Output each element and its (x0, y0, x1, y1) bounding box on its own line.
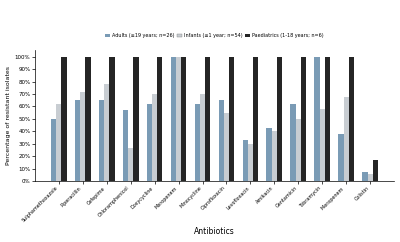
X-axis label: Antibiotics: Antibiotics (194, 227, 235, 236)
Bar (123, 110, 128, 181)
Bar (229, 57, 234, 181)
Bar (51, 119, 56, 181)
Bar (272, 131, 277, 181)
Bar (75, 100, 80, 181)
Bar (171, 57, 176, 181)
Bar (296, 119, 301, 181)
Bar (277, 57, 282, 181)
Bar (99, 100, 104, 181)
Bar (218, 100, 224, 181)
Bar (301, 57, 306, 181)
Bar (157, 57, 162, 181)
Bar (349, 57, 354, 181)
Bar (344, 97, 349, 181)
Bar (147, 104, 152, 181)
Bar (176, 57, 181, 181)
Bar (248, 144, 253, 181)
Bar (373, 160, 378, 181)
Bar (362, 173, 368, 181)
Bar (62, 57, 67, 181)
Bar (194, 104, 200, 181)
Bar (325, 57, 330, 181)
Bar (338, 134, 344, 181)
Bar (109, 57, 114, 181)
Bar (224, 113, 229, 181)
Bar (253, 57, 258, 181)
Bar (133, 57, 138, 181)
Y-axis label: Percentage of resistant isolates: Percentage of resistant isolates (6, 66, 10, 165)
Bar (314, 57, 320, 181)
Bar (205, 57, 210, 181)
Bar (80, 91, 85, 181)
Bar (85, 57, 91, 181)
Bar (104, 84, 109, 181)
Bar (266, 128, 272, 181)
Bar (200, 94, 205, 181)
Bar (368, 174, 373, 181)
Bar (290, 104, 296, 181)
Bar (56, 104, 62, 181)
Bar (181, 57, 186, 181)
Bar (152, 94, 157, 181)
Bar (320, 109, 325, 181)
Bar (128, 148, 133, 181)
Bar (242, 140, 248, 181)
Legend: Adults (≥19 years; n=26), Infants (≤1 year; n=54), Paediatrics (1-18 years; n=6): Adults (≥19 years; n=26), Infants (≤1 ye… (106, 33, 324, 38)
